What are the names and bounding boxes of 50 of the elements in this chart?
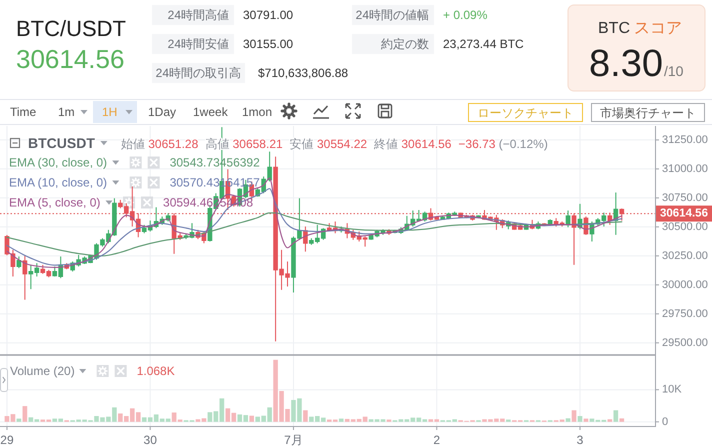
text: スコア [634, 20, 682, 37]
annotation: −36.73 (−0.12%) [458, 137, 548, 151]
y-tick-label: 31250.00 [662, 134, 708, 146]
y-tick-label: 30250.00 [662, 250, 708, 262]
series-label: EMA (5, close, 0) [9, 196, 100, 210]
x-tick-label: 3 [576, 433, 584, 447]
x-tick-label: 29 [0, 433, 14, 447]
x-tick-label: 30 [144, 433, 158, 447]
text: BTCUSDT [28, 135, 96, 151]
annotation: 終値 30614.56 [373, 137, 452, 151]
text: 1week [193, 105, 229, 119]
text: 30791.00 [243, 8, 294, 22]
text: BTC/USDT [16, 16, 126, 41]
text: 24時間高値 [168, 8, 229, 22]
text: 約定の数 [381, 37, 429, 51]
text: EMA (30, close, 0) [9, 156, 108, 170]
text: ローソクチャート [478, 106, 574, 120]
text: + 0.09% [443, 8, 488, 22]
annotation: 安値 30554.22 [290, 137, 368, 151]
y-tick-label: 30500.00 [662, 220, 708, 233]
annotation: 1.068K [136, 364, 175, 378]
text: 8.30 [589, 43, 663, 85]
ref-line-label: 30614.56 [660, 208, 708, 220]
text: 23,273.44 BTC [443, 37, 524, 51]
text: 24時間安値 [168, 37, 229, 51]
y-tick-label: 31000.00 [662, 162, 708, 175]
text: 1m [58, 105, 75, 119]
text: 市場奥行チャート [600, 106, 696, 120]
text: 24時間の取引高 [156, 66, 241, 80]
y-tick-label: 30000.00 [662, 278, 708, 291]
x-tick-label: 7月 [284, 433, 303, 447]
annotation: 始値 30651.28 [120, 137, 199, 151]
text: 30614.56 [16, 44, 124, 74]
y-tick-label: 0 [662, 416, 668, 428]
y-tick-label: 29750.00 [662, 308, 708, 320]
text: $710,633,806.88 [258, 66, 348, 80]
text: 1mon [242, 105, 272, 119]
text: Volume (20) [10, 364, 75, 378]
text: 1H [102, 105, 118, 119]
text: /10 [664, 63, 684, 79]
x-tick-label: 2 [433, 433, 440, 447]
text: 30155.00 [243, 37, 294, 51]
text: 24時間の値幅 [356, 8, 429, 22]
text: Time [10, 105, 37, 119]
y-tick-label: 10K [662, 384, 682, 396]
text: EMA (10, close, 0) [9, 176, 108, 190]
text: BTC [598, 20, 630, 37]
text: 1Day [148, 105, 176, 119]
y-tick-label: 30750.00 [662, 192, 708, 204]
y-tick-label: 29500.00 [662, 336, 708, 349]
